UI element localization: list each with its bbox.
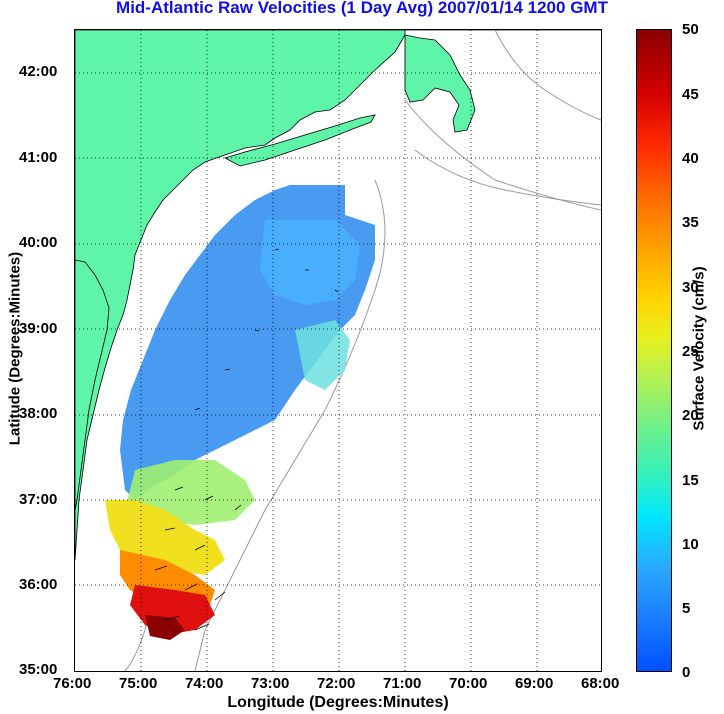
y-axis-label: Latitude (Degrees:Minutes) (6, 251, 24, 446)
velocity-region-slow (260, 220, 360, 305)
y-tick-label: 38:00 (19, 405, 58, 422)
map-title: Mid-Atlantic Raw Velocities (1 Day Avg) … (116, 0, 608, 17)
velocity-arrows (154, 248, 339, 631)
x-tick-label: 68:00 (581, 675, 620, 692)
colorbar-tick-label: 25 (682, 343, 699, 360)
colorbar-label: Surface Velocity (cm/s) (690, 266, 708, 431)
colorbar-tick-label: 15 (682, 472, 699, 489)
x-tick-label: 69:00 (515, 675, 554, 692)
colorbar (636, 29, 672, 672)
y-tick-label: 42:00 (19, 63, 58, 80)
colorbar-tick-label: 50 (682, 21, 699, 38)
land-new-england (75, 30, 601, 561)
land-delmarva (75, 259, 110, 511)
y-tick-label: 36:00 (19, 576, 58, 593)
map-plot-area[interactable] (74, 29, 602, 672)
colorbar-tick-label: 35 (682, 214, 699, 231)
velocity-field (105, 185, 375, 640)
x-tick-label: 76:00 (53, 675, 92, 692)
colorbar-tick-label: 10 (682, 536, 699, 553)
y-tick-label: 40:00 (19, 234, 58, 251)
x-tick-label: 70:00 (449, 675, 488, 692)
map-canvas (75, 30, 601, 671)
x-axis-label: Longitude (Degrees:Minutes) (227, 694, 449, 711)
x-tick-label: 71:00 (383, 675, 422, 692)
y-tick-label: 39:00 (19, 320, 58, 337)
colorbar-tick-label: 45 (682, 86, 699, 103)
colorbar-tick-label: 20 (682, 407, 699, 424)
colorbar-tick-label: 40 (682, 150, 699, 167)
land-cape-cod (404, 34, 476, 133)
colorbar-tick-label: 30 (682, 279, 699, 296)
y-tick-label: 37:00 (19, 491, 58, 508)
land-long-island (223, 114, 376, 167)
x-tick-label: 74:00 (185, 675, 224, 692)
x-tick-label: 75:00 (119, 675, 158, 692)
velocity-region-mid (295, 320, 350, 390)
x-tick-label: 72:00 (317, 675, 356, 692)
colorbar-tick-label: 5 (682, 600, 691, 617)
x-tick-label: 73:00 (251, 675, 290, 692)
colorbar-tick-label: 0 (682, 664, 691, 681)
map-grid (75, 30, 601, 671)
y-tick-label: 35:00 (19, 661, 58, 678)
velocity-region-darkred (145, 615, 185, 640)
y-tick-label: 41:00 (19, 149, 58, 166)
